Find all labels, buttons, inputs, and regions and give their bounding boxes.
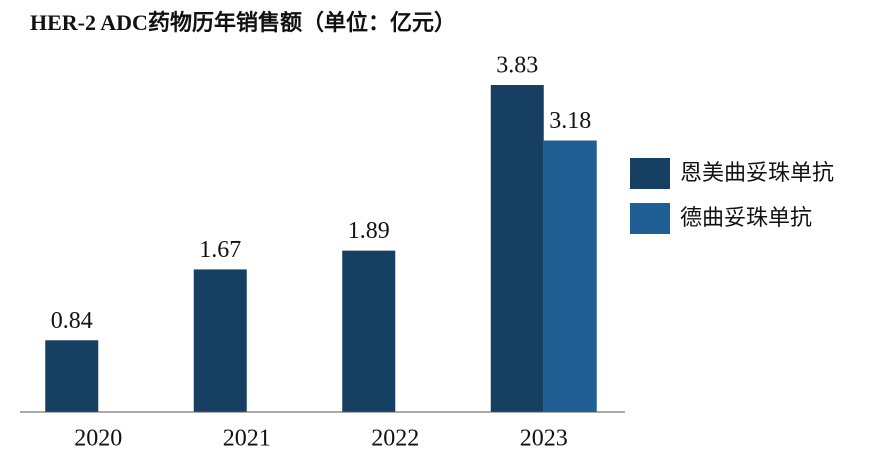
x-tick-label: 2022 [371, 426, 419, 452]
chart-title: HER-2 ADC药物历年销售额（单位：亿元） [30, 10, 456, 35]
bar [45, 340, 99, 412]
value-label: 3.18 [549, 108, 591, 134]
x-tick-label: 2020 [74, 426, 122, 452]
value-label: 3.83 [496, 53, 538, 79]
value-label: 0.84 [51, 308, 93, 334]
value-label: 1.89 [348, 218, 390, 244]
legend-swatch [630, 203, 670, 234]
legend-swatch [630, 158, 670, 189]
x-tick-label: 2021 [223, 426, 271, 452]
bar [342, 250, 396, 412]
value-label: 1.67 [199, 237, 241, 263]
bar [543, 140, 597, 412]
bar [193, 269, 247, 412]
legend-label: 德曲妥珠单抗 [680, 206, 812, 231]
legend-label: 恩美曲妥珠单抗 [680, 161, 834, 186]
bar [490, 85, 544, 412]
x-tick-label: 2023 [520, 426, 568, 452]
